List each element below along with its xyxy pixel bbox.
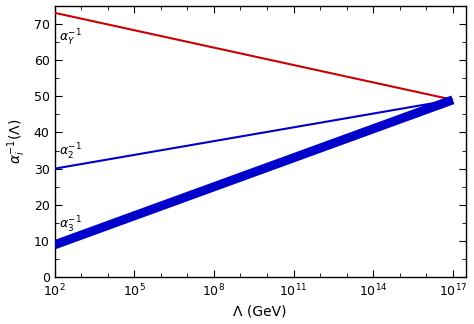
Text: $\alpha_2^{-1}$: $\alpha_2^{-1}$ <box>59 142 82 162</box>
Text: $\alpha_3^{-1}$: $\alpha_3^{-1}$ <box>59 214 82 235</box>
Y-axis label: $\alpha_i^{-1}(\Lambda)$: $\alpha_i^{-1}(\Lambda)$ <box>6 119 28 164</box>
X-axis label: Λ (GeV): Λ (GeV) <box>233 305 287 318</box>
Text: $\alpha_Y^{-1}$: $\alpha_Y^{-1}$ <box>59 28 82 48</box>
